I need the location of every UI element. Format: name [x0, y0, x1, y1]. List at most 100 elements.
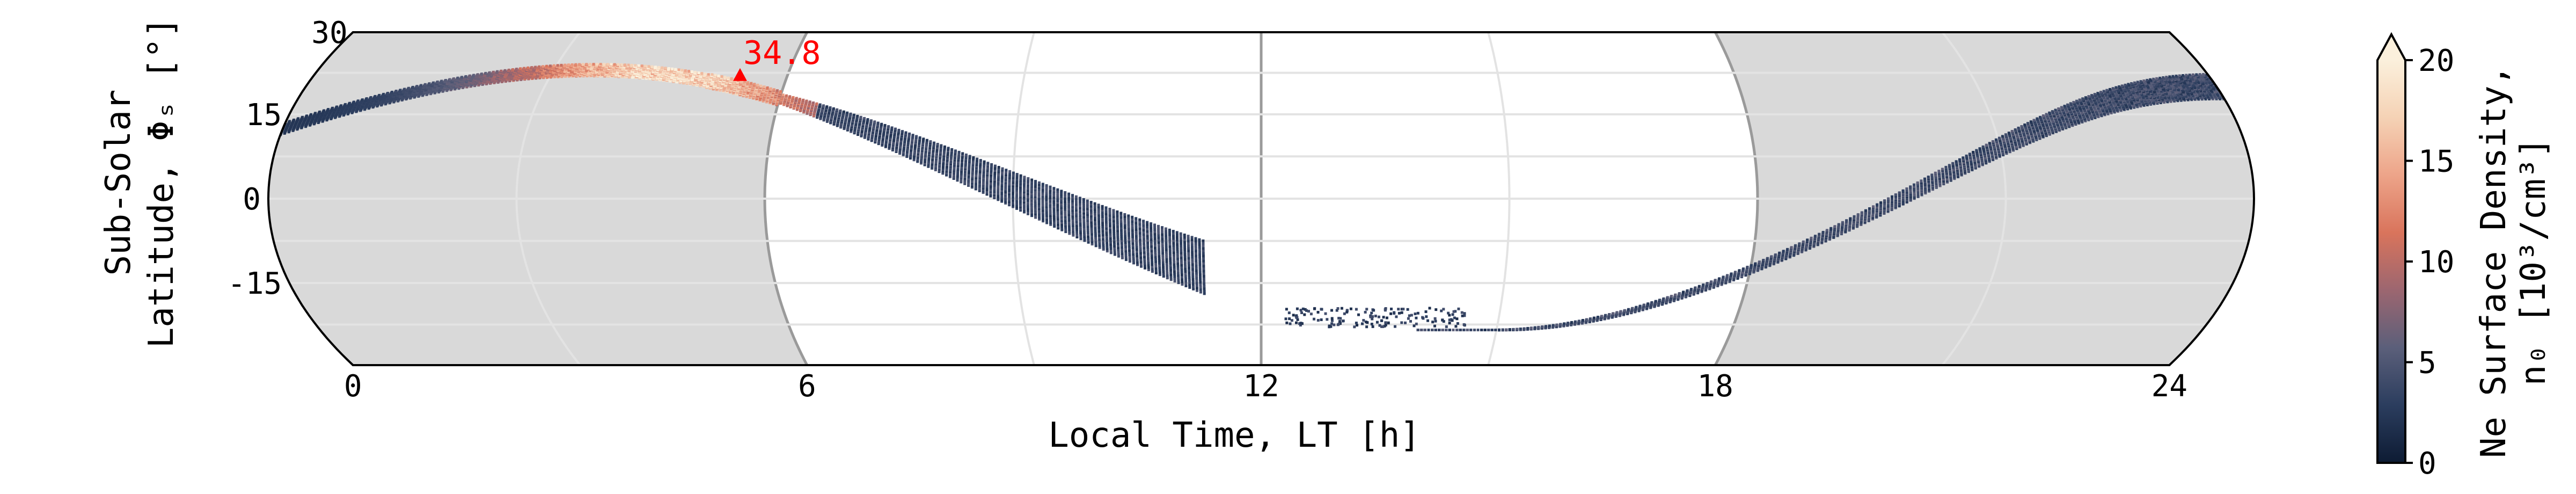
scatter-point [1143, 258, 1146, 261]
scatter-point [1097, 220, 1100, 223]
scatter-point [1180, 266, 1183, 269]
scatter-point [1157, 241, 1160, 244]
scatter-point [970, 186, 974, 189]
scatter-point [1000, 197, 1004, 200]
scatter-point [1158, 264, 1161, 267]
scatter-point [1199, 286, 1202, 289]
scatter-point [1162, 270, 1165, 273]
scatter-point [986, 170, 989, 173]
scatter-point [1105, 239, 1108, 242]
scatter-point [1037, 192, 1041, 195]
scatter-point [1184, 277, 1187, 280]
scatter-point [1188, 271, 1191, 274]
scatter-point [1124, 241, 1127, 244]
scatter-point [1132, 261, 1135, 265]
scatter-point [1187, 244, 1190, 248]
scatter-point [1139, 243, 1142, 246]
scatter-point [1101, 236, 1104, 238]
scatter-point [1049, 200, 1052, 203]
scatter-point [1090, 227, 1093, 230]
scatter-point [1108, 222, 1111, 226]
scatter-point [1194, 249, 1197, 252]
scatter-point [993, 192, 996, 195]
scatter-point [971, 164, 975, 168]
scatter-point [1123, 226, 1126, 229]
scatter-point [1180, 249, 1183, 252]
scatter-point [1098, 246, 1101, 249]
scatter-point [1026, 192, 1029, 195]
scatter-point [1109, 228, 1112, 231]
scatter-point [1195, 255, 1198, 258]
scatter-point [1176, 269, 1180, 272]
scatter-point [1037, 197, 1041, 200]
scatter-point [1057, 223, 1059, 226]
scatter-point [1030, 202, 1033, 205]
scatter-point [1030, 190, 1033, 193]
scatter-point [1022, 204, 1026, 207]
scatter-point [1147, 259, 1150, 263]
scatter-point [1104, 221, 1108, 224]
scatter-point [1128, 253, 1131, 257]
scatter-point [1037, 199, 1041, 202]
scatter-point [1120, 229, 1123, 232]
scatter-point [1068, 232, 1071, 235]
scatter-point [1128, 243, 1131, 245]
scatter-point [1086, 215, 1089, 218]
scatter-point [1008, 186, 1011, 189]
scatter-point [1162, 268, 1165, 271]
scatter-point [1154, 265, 1158, 268]
scatter-point [1000, 181, 1004, 184]
scatter-point [1191, 268, 1194, 271]
scatter-point [1019, 192, 1022, 195]
scatter-point [1008, 184, 1011, 187]
scatter-point [1008, 199, 1011, 202]
scatter-point [1008, 195, 1011, 199]
scatter-point [1004, 186, 1007, 189]
scatter-point [1169, 264, 1172, 267]
scatter-point [1131, 244, 1135, 247]
scatter-point [1012, 194, 1014, 197]
scatter-point [978, 185, 981, 188]
scatter-point [1136, 259, 1139, 262]
scatter-point [986, 176, 989, 179]
scatter-point [1098, 242, 1101, 245]
scatter-point [975, 173, 978, 176]
scatter-point [1075, 218, 1078, 221]
scatter-point [1139, 263, 1143, 266]
scatter-point [964, 162, 967, 165]
scatter-point [1023, 209, 1026, 212]
scatter-point [993, 173, 997, 177]
scatter-point [1165, 248, 1168, 251]
scatter-point [1183, 250, 1187, 253]
scatter-point [1008, 179, 1011, 183]
scatter-point [971, 181, 974, 185]
scatter-point [1071, 207, 1074, 210]
scatter-point [1150, 245, 1153, 248]
scatter-point [1075, 228, 1078, 231]
scatter-point [1075, 220, 1078, 223]
scatter-point [1128, 240, 1131, 243]
scatter-point [1165, 256, 1168, 258]
scatter-point [975, 176, 978, 179]
scatter-point [978, 186, 981, 190]
scatter-point [1057, 225, 1060, 228]
scatter-point [1106, 241, 1109, 244]
scatter-point [1128, 238, 1131, 241]
scatter-point [1180, 242, 1183, 245]
scatter-point [1123, 228, 1126, 231]
scatter-point [1056, 210, 1059, 213]
scatter-point [1000, 191, 1004, 194]
scatter-point [1191, 256, 1194, 259]
scatter-point [1198, 266, 1202, 269]
scatter-point [1151, 267, 1154, 271]
scatter-point [1168, 248, 1172, 251]
scatter-point [1142, 235, 1145, 238]
scatter-point [978, 179, 982, 182]
scatter-point [1030, 210, 1033, 214]
scatter-point [1198, 251, 1201, 254]
scatter-point [1187, 242, 1190, 245]
scatter-point [1000, 183, 1004, 186]
scatter-point [1015, 183, 1019, 186]
scatter-point [1116, 223, 1119, 226]
scatter-point [1180, 246, 1183, 250]
